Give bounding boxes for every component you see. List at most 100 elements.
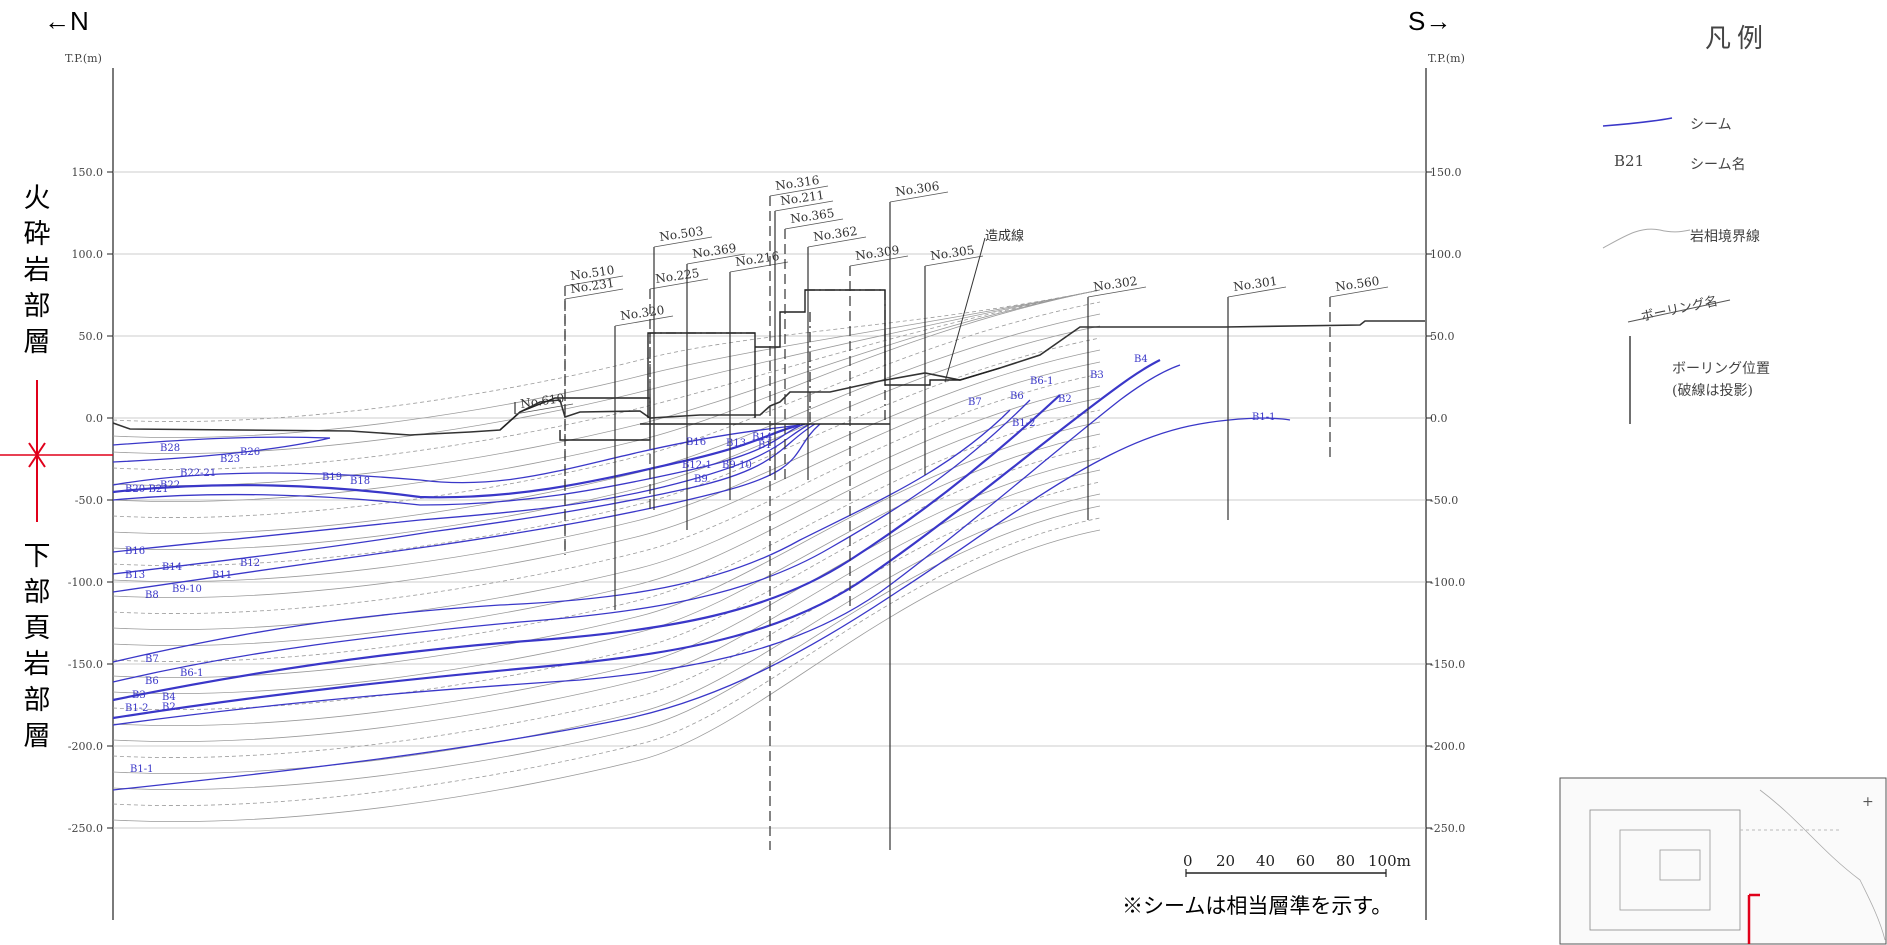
borehole-name: No.503 xyxy=(658,224,704,244)
seam-line xyxy=(112,359,1161,720)
seam-line xyxy=(112,436,331,446)
lower-layer-char-3: 岩 xyxy=(23,649,51,679)
south-direction-label: S→ xyxy=(1408,6,1452,36)
seam-label: B1-1 xyxy=(130,764,153,775)
facies-boundary-line xyxy=(112,289,1101,486)
left-tick-label: -50.0 xyxy=(75,494,103,507)
seam-label: B20-B21 xyxy=(125,484,169,495)
lower-layer-char-0: 下 xyxy=(23,541,51,571)
borehole-no560: No.560 xyxy=(1329,274,1389,460)
right-tick-label: 50.0 xyxy=(1430,330,1455,343)
borehole-name-leader xyxy=(653,236,713,248)
facies-boundary-line xyxy=(112,301,1101,518)
seam-line xyxy=(112,423,821,593)
borehole-no211: No.211 xyxy=(774,188,834,480)
borehole-no365: No.365 xyxy=(784,206,844,480)
lower-layer-char-1: 部 xyxy=(23,577,51,607)
seam-label: B13 xyxy=(125,570,145,581)
seam-label: B7 xyxy=(968,397,982,408)
legend-seam-name-label: シーム名 xyxy=(1690,157,1746,173)
left-tick-label: 100.0 xyxy=(72,248,104,261)
facies-boundary-line xyxy=(112,481,1101,758)
upper-layer-char-0: 火 xyxy=(23,183,51,213)
borehole-name: No.225 xyxy=(654,266,700,286)
seam-label: B19 xyxy=(322,472,342,483)
facies-boundary-line xyxy=(112,397,1101,646)
seam-label: B6-1 xyxy=(180,668,203,679)
seam-label: B9 xyxy=(694,474,708,485)
legend-facies-line xyxy=(1602,228,1691,249)
borehole-name-leader xyxy=(784,218,844,230)
left-axis-unit: T.P.(m) xyxy=(65,52,102,65)
borehole-name: No.306 xyxy=(894,179,940,199)
seam-label: B8 xyxy=(145,590,159,601)
seam-label: B1-1 xyxy=(1252,412,1275,423)
borehole-name-leader xyxy=(774,200,834,212)
facies-boundary-line xyxy=(112,457,1101,726)
seam-label: B9-10 xyxy=(722,460,752,471)
seam-line xyxy=(112,423,801,499)
borehole-no301: No.301 xyxy=(1227,274,1287,520)
borehole-name: No.231 xyxy=(569,276,615,296)
seam-line xyxy=(112,423,811,553)
scale-label-60: 60 xyxy=(1296,852,1316,870)
fill-line-label: 造成線 xyxy=(985,228,1024,244)
lower-layer-char-4: 部 xyxy=(23,685,51,715)
legend-seam-line xyxy=(1602,117,1673,127)
seam-label: B9-10 xyxy=(172,584,202,595)
scale-label-20: 20 xyxy=(1216,852,1236,870)
borehole-no305: No.305 xyxy=(924,243,984,475)
right-tick-label: 100.0 xyxy=(1430,248,1462,261)
left-tick-label: -100.0 xyxy=(68,576,103,589)
seam-label: B13 xyxy=(726,438,746,449)
borehole-group: No.610No.510No.231No.320No.225No.503No.3… xyxy=(514,173,1389,850)
seam-label: B2 xyxy=(162,702,176,713)
borehole-name-leader xyxy=(924,255,984,267)
borehole-name-leader xyxy=(649,278,709,290)
legend-facies-label: 岩相境界線 xyxy=(1690,229,1760,245)
scale-bar xyxy=(1185,869,1387,877)
facies-boundary-line xyxy=(112,517,1101,806)
legend-seam-label: シーム xyxy=(1690,117,1732,133)
seam-label: B12-1 xyxy=(682,460,712,471)
right-tick-label: -50.0 xyxy=(1430,494,1458,507)
seam-label: B6 xyxy=(145,676,159,687)
left-tick-label: -200.0 xyxy=(68,740,103,753)
upper-layer-label: 火砕岩部層 xyxy=(20,180,54,360)
seam-label: B3 xyxy=(1090,370,1104,381)
seam-label: B2 xyxy=(1058,394,1072,405)
fill-line-leader xyxy=(944,237,986,383)
borehole-no510: No.510 xyxy=(564,263,624,555)
seam-label: B6-1 xyxy=(1030,376,1053,387)
borehole-no231: No.231 xyxy=(564,276,624,555)
axis-tick-labels: 150.0 150.0 100.0 100.0 50.0 50.0 0.0 0.0 -50.0 -… xyxy=(68,166,1465,835)
left-tick-label: 150.0 xyxy=(72,166,104,179)
left-tick-label: 50.0 xyxy=(79,330,104,343)
right-tick-label: -250.0 xyxy=(1430,822,1465,835)
left-tick-label: -150.0 xyxy=(68,658,103,671)
borehole-name-leader xyxy=(514,403,574,415)
borehole-name: No.301 xyxy=(1232,274,1278,294)
left-tick-label: -250.0 xyxy=(68,822,103,835)
borehole-name: No.362 xyxy=(812,224,858,244)
facies-boundary-line xyxy=(112,289,1101,470)
right-tick-label: 150.0 xyxy=(1430,166,1462,179)
borehole-no320: No.320 xyxy=(614,303,674,610)
facies-boundary-line xyxy=(112,289,1101,438)
arrow-up-icon xyxy=(28,453,46,468)
seam-label: B14 xyxy=(162,562,182,573)
layer-boundary-marker xyxy=(0,380,113,522)
borehole-no306: No.306 xyxy=(889,179,949,850)
borehole-no225: No.225 xyxy=(649,266,709,510)
seam-label: B11 xyxy=(212,570,232,581)
borehole-no369: No.369 xyxy=(686,241,746,530)
borehole-no503: No.503 xyxy=(653,224,713,510)
seam-lines xyxy=(112,359,1291,791)
seam-line xyxy=(112,417,1291,791)
borehole-name: No.320 xyxy=(619,303,665,323)
seam-line xyxy=(112,437,331,463)
seam-line xyxy=(112,394,1061,702)
right-tick-label: -100.0 xyxy=(1430,576,1465,589)
lower-layer-char-2: 頁 xyxy=(23,613,51,643)
